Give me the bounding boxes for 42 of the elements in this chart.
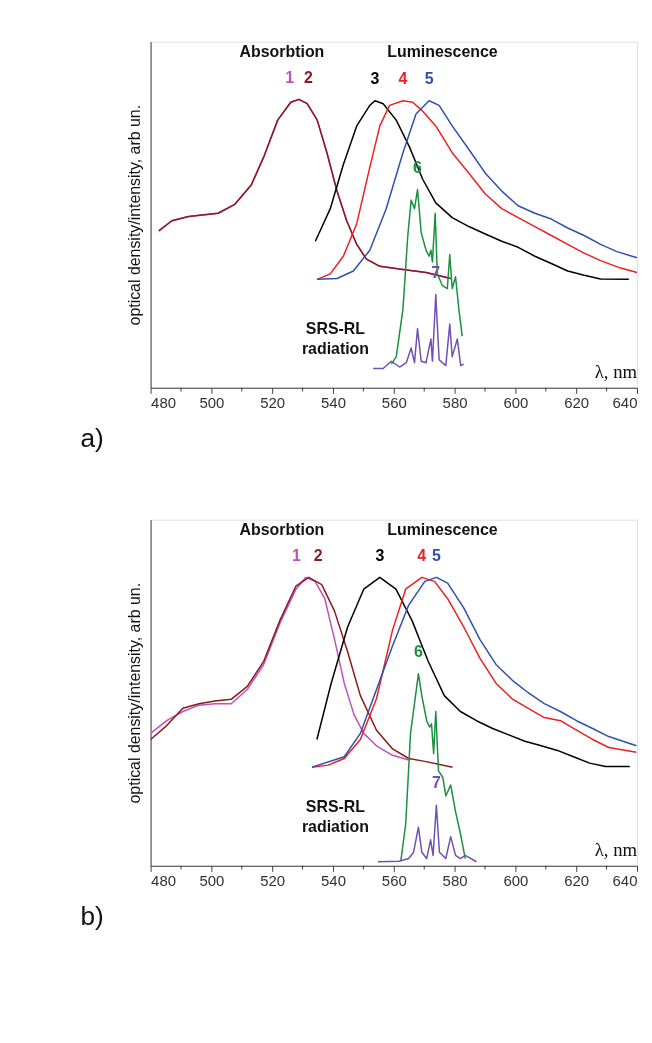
text: a) [80, 422, 104, 453]
x-axis-title: λ, nm [594, 361, 638, 383]
annotation: SRS-RL radiation [301, 319, 369, 358]
series-label: 2 [313, 546, 323, 564]
x-tick-label: 620 [564, 871, 590, 889]
x-tick-label: 540 [321, 393, 346, 411]
x-tick-label: 520 [260, 393, 286, 411]
y-axis-title: optical density/intensity, arb un. [125, 582, 143, 804]
y-axis-title: optical density/intensity, arb un. [125, 104, 143, 326]
x-tick-label: 620 [564, 393, 590, 411]
series-label: 6 [414, 642, 424, 660]
x-tick-label: 640 [612, 871, 638, 889]
x-tick-label: 480 [151, 393, 177, 411]
x-tick-label: 500 [199, 871, 225, 889]
annotation: SRS-RL radiation [301, 797, 369, 836]
series-label: 7 [431, 774, 441, 792]
x-axis-title: λ, nm [594, 839, 638, 861]
series-label: 2 [303, 68, 313, 86]
series-label: 4 [417, 546, 427, 564]
series-label: 3 [375, 546, 385, 564]
series-label: 1 [291, 546, 301, 564]
series-label: 3 [370, 69, 380, 87]
x-tick-label: 600 [503, 871, 529, 889]
x-tick-label: 640 [612, 393, 638, 411]
x-tick-label: 580 [442, 393, 468, 411]
series-label: 5 [431, 546, 441, 564]
x-tick-label: 520 [260, 871, 286, 889]
text: Luminescence [387, 42, 498, 60]
x-tick-label: 560 [381, 393, 407, 411]
series-label: 4 [398, 69, 408, 87]
series-label: 5 [424, 69, 434, 87]
x-tick-label: 580 [442, 871, 468, 889]
x-tick-label: 600 [503, 393, 529, 411]
x-tick-label: 480 [151, 871, 177, 889]
x-tick-label: 540 [321, 871, 346, 889]
x-tick-label: 560 [381, 871, 407, 889]
text: b) [80, 900, 104, 931]
series-label: 1 [285, 68, 295, 86]
text: Absorbtion [239, 42, 325, 60]
x-tick-label: 500 [199, 393, 225, 411]
text: Absorbtion [239, 520, 325, 538]
text: Luminescence [387, 520, 498, 538]
